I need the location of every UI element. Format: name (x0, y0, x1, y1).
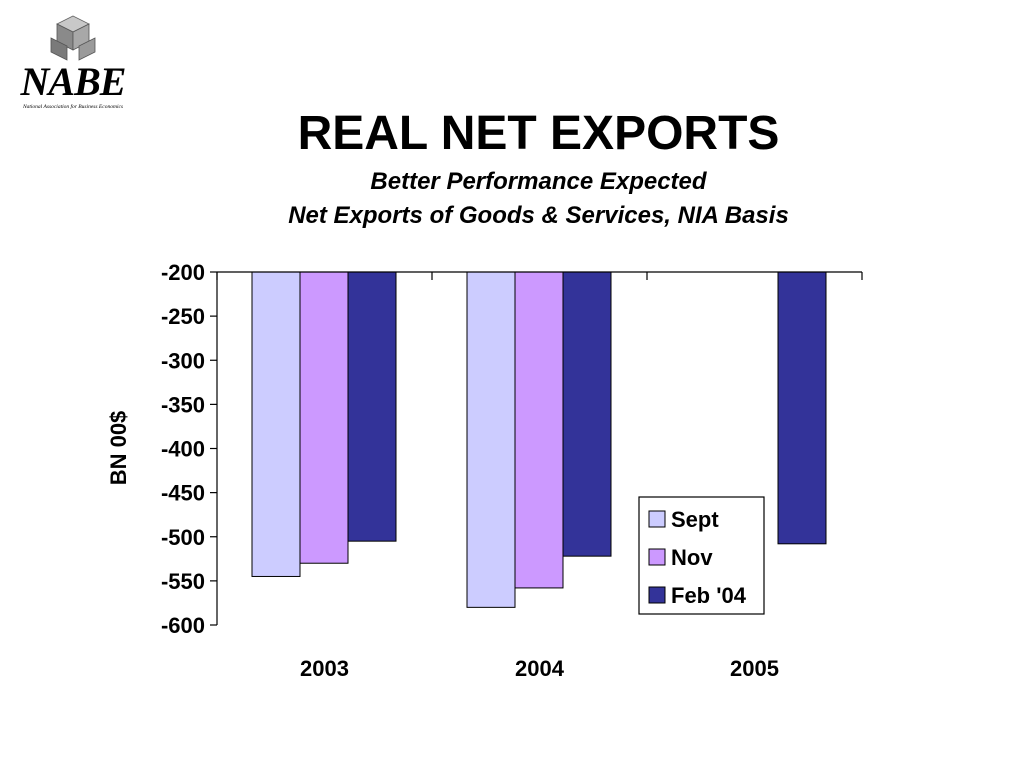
legend-swatch-feb04 (648, 586, 666, 604)
bar-2004-feb04 (562, 271, 612, 557)
y-tick-label: -400 (161, 437, 205, 462)
bar-2003-sept (251, 271, 301, 577)
x-tick-label: 2004 (515, 656, 565, 681)
nabe-logo: NABE National Association for Business E… (14, 12, 132, 112)
logo-wordmark: NABE (20, 59, 127, 104)
y-tick-label: -600 (161, 613, 205, 638)
legend-label-feb04: Feb '04 (671, 583, 747, 608)
cube-emblem-icon (50, 15, 96, 61)
bar-2004-nov (514, 271, 564, 589)
y-tick-label: -550 (161, 569, 205, 594)
bar-2005-feb04 (777, 271, 827, 545)
page-title: REAL NET EXPORTS (297, 107, 780, 160)
x-tick-label: 2003 (300, 656, 349, 681)
x-tick-label: 2005 (730, 656, 779, 681)
legend-swatch-nov (648, 548, 666, 566)
chart-subtitle: Better Performance Expected (370, 168, 707, 195)
legend-label-sept: Sept (671, 507, 719, 532)
bar-2003-feb04 (347, 271, 397, 542)
y-tick-label: -450 (161, 481, 205, 506)
y-tick-label: -250 (161, 304, 205, 329)
y-tick-label: -300 (161, 348, 205, 373)
legend-swatch-sept (648, 510, 666, 528)
logo-full-name: National Association for Business Econom… (22, 104, 124, 110)
y-tick-label: -350 (161, 392, 205, 417)
y-axis-title: BN 00$ (106, 411, 131, 486)
bar-2004-sept (466, 271, 516, 608)
y-tick-label: -500 (161, 525, 205, 550)
chart-subtitle-2: Net Exports of Goods & Services, NIA Bas… (288, 202, 789, 229)
legend-label-nov: Nov (671, 545, 713, 570)
bar-2003-nov (299, 271, 349, 564)
y-tick-label: -200 (161, 260, 205, 285)
